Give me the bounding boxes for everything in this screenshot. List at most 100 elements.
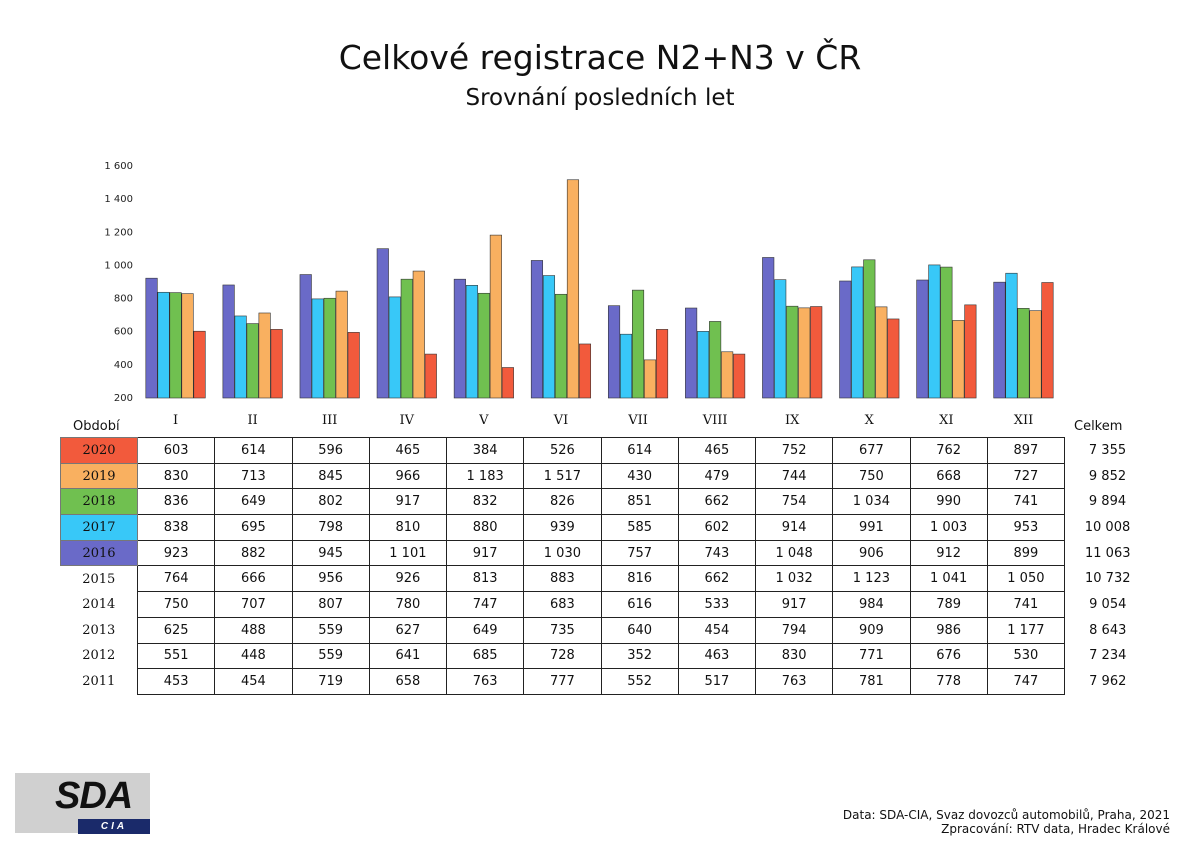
bar-2020-IX (810, 306, 823, 399)
year-cell: 2012 (82, 648, 116, 664)
value-cell: 695 (214, 514, 293, 541)
total-cell: 9 894 (1088, 494, 1127, 510)
bar-2020-I (193, 330, 206, 399)
table-row: 2020 603 614 596 465 384 526 614 465 752 677 762 897… (60, 437, 1151, 464)
value-cell: 479 (677, 462, 757, 490)
bar-2016-VI (530, 260, 544, 399)
value-cell: 627 (368, 616, 448, 644)
value-cell: 454 (214, 668, 293, 695)
bar-2017-I (157, 291, 170, 399)
value-cell: 641 (368, 642, 448, 670)
year-cell: 2020 (60, 437, 138, 464)
year-cell: 2016 (60, 539, 138, 567)
value-cell: 533 (677, 591, 757, 618)
value-cell: 649 (445, 616, 525, 644)
y-tick-label: 1 600 (104, 161, 133, 172)
value-cell: 1 041 (909, 565, 988, 593)
value-cell: 488 (214, 616, 293, 644)
value-cell: 762 (909, 437, 988, 464)
bar-2018-V (477, 292, 490, 399)
bar-2019-IX (798, 307, 811, 399)
value-cell: 880 (445, 514, 525, 541)
value-cell: 744 (754, 462, 834, 490)
value-cell: 530 (986, 642, 1066, 670)
value-cell: 352 (600, 642, 679, 670)
value-cell: 676 (909, 642, 988, 670)
value-cell: 777 (523, 668, 602, 695)
value-cell: 923 (136, 539, 216, 567)
value-cell: 780 (368, 591, 448, 618)
value-cell: 585 (600, 514, 679, 541)
total-cell: 10 732 (1085, 571, 1131, 587)
value-cell: 677 (832, 437, 911, 464)
value-cell: 939 (523, 514, 602, 541)
table-row: 2012 551 448 559 641 685 728 352 463 830 771 676 530… (61, 642, 1151, 670)
bar-2017-XII (1005, 272, 1018, 399)
bar-2020-VI (578, 343, 592, 399)
bar-2020-III (347, 332, 360, 399)
value-cell: 1 034 (832, 488, 911, 516)
y-tick-label: 1 200 (104, 227, 133, 238)
bar-2020-XII (1041, 282, 1054, 399)
value-cell: 754 (754, 488, 834, 516)
value-cell: 685 (445, 642, 525, 670)
value-cell: 743 (677, 539, 757, 567)
bar-2017-VII (619, 333, 633, 399)
bar-2018-IX (786, 305, 799, 399)
bar-2017-X (851, 266, 864, 399)
total-cell: 10 008 (1084, 519, 1131, 535)
bar-2016-IX (762, 257, 775, 399)
value-cell: 666 (214, 565, 293, 593)
value-cell: 917 (754, 591, 834, 618)
bar-2016-II (222, 284, 235, 399)
bar-2018-VI (554, 293, 568, 399)
bar-2019-III (335, 290, 348, 399)
sda-logo: SDA (55, 775, 133, 817)
year-cell: 2013 (82, 622, 116, 638)
value-cell: 909 (832, 616, 911, 644)
value-cell: 781 (832, 668, 911, 695)
value-cell: 813 (445, 565, 525, 593)
value-cell: 906 (832, 539, 911, 567)
bar-2018-VIII (709, 321, 722, 399)
value-cell: 763 (445, 668, 525, 695)
bar-2017-XI (928, 264, 941, 399)
bar-2017-IV (388, 296, 401, 399)
x-tick-label: I (173, 413, 178, 428)
value-cell: 747 (986, 668, 1066, 695)
bar-2016-V (453, 278, 466, 399)
value-cell: 640 (600, 616, 679, 644)
x-tick-label: VII (627, 413, 648, 428)
value-cell: 899 (986, 539, 1066, 567)
value-cell: 526 (523, 437, 602, 464)
value-cell: 764 (136, 565, 216, 593)
bar-2019-VI (566, 179, 580, 399)
value-cell: 984 (832, 591, 911, 618)
value-cell: 453 (136, 668, 216, 695)
bar-2016-VII (607, 305, 621, 399)
value-cell: 1 030 (523, 539, 602, 567)
value-cell: 953 (986, 514, 1066, 541)
bar-2019-II (258, 312, 271, 399)
value-cell: 1 003 (909, 514, 988, 541)
value-cell: 517 (677, 668, 757, 695)
value-cell: 750 (832, 462, 911, 490)
value-cell: 990 (909, 488, 988, 516)
bar-2018-III (323, 297, 336, 399)
value-cell: 882 (214, 539, 293, 567)
value-cell: 966 (368, 462, 448, 490)
period-header: Období (73, 419, 120, 434)
value-cell: 741 (986, 591, 1066, 618)
value-cell: 897 (986, 437, 1066, 464)
bar-2018-IV (400, 278, 413, 399)
total-cell: 8 643 (1089, 622, 1127, 638)
y-tick-label: 600 (114, 327, 133, 338)
bar-2020-XI (964, 304, 977, 399)
source-note: Data: SDA-CIA, Svaz dovozců automobilů, … (842, 808, 1170, 822)
data-table: 2020 603 614 596 465 384 526 614 465 752 677 762 897… (60, 437, 1151, 695)
value-cell: 616 (600, 591, 679, 618)
value-cell: 1 183 (445, 462, 525, 490)
x-tick-label: IX (785, 413, 800, 428)
processed-note: Zpracování: RTV data, Hradec Králové (941, 822, 1170, 836)
